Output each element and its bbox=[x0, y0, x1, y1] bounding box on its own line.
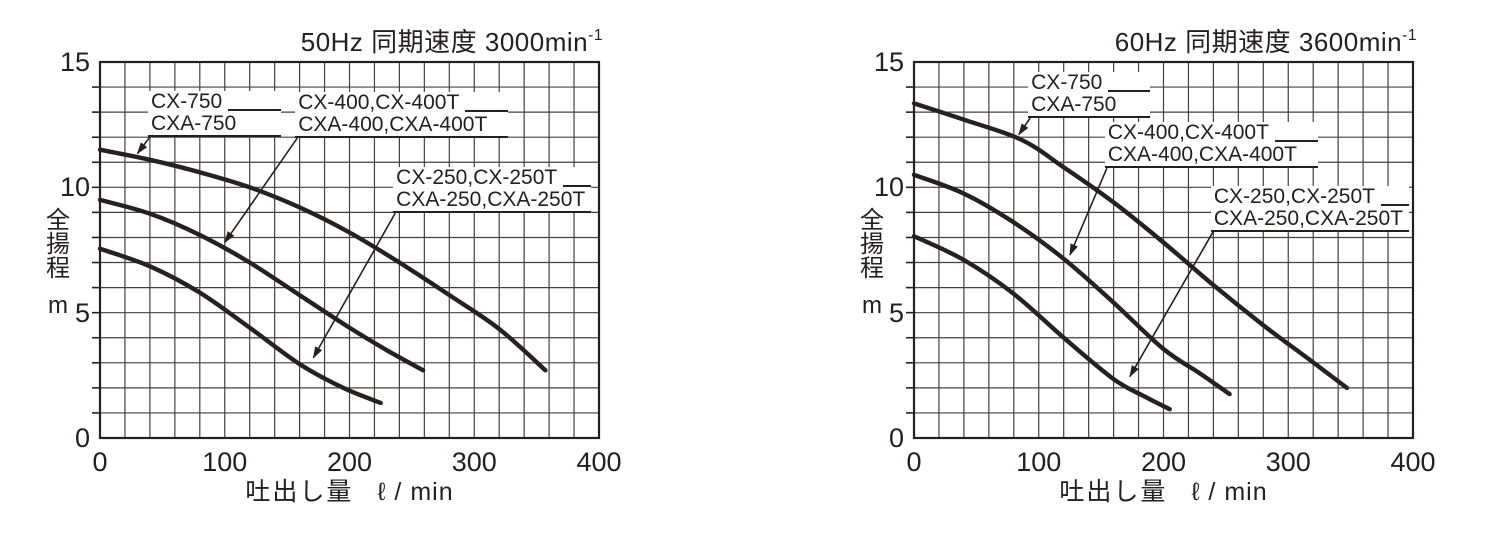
curve-label-line1: CX-750 bbox=[1031, 71, 1103, 95]
x-axis-label: 吐出し量 ℓ / min bbox=[100, 472, 599, 508]
y-tick-label: 15 bbox=[873, 47, 904, 77]
y-tick-label: 5 bbox=[888, 297, 904, 328]
x-axis-label: 吐出し量 ℓ / min bbox=[914, 472, 1413, 508]
label-rule bbox=[228, 91, 282, 111]
curve-label-line1: CX-400,CX-400T bbox=[1107, 121, 1269, 145]
x-tick-label: 0 bbox=[92, 447, 108, 477]
x-tick-label: 300 bbox=[1265, 447, 1311, 477]
curve-label-line2: CXA-250,CXA-250T bbox=[1213, 207, 1403, 231]
pump-curve-0 bbox=[911, 101, 1350, 391]
pump-curve-1 bbox=[911, 172, 1232, 397]
chart-50hz: 50Hz 同期速度 3000min-1 全揚程 m 吐出し量 ℓ / min 0 1… bbox=[46, 27, 622, 506]
curve-label-line2: CXA-750 bbox=[151, 111, 237, 135]
x-axis-unit: ℓ / min bbox=[1191, 478, 1268, 506]
y-axis-label: 全揚程 bbox=[46, 207, 70, 282]
y-axis-unit: m bbox=[862, 292, 882, 319]
chart-title-60hz: 60Hz 同期速度 3600min-1 bbox=[1115, 22, 1417, 59]
y-tick-label: 10 bbox=[873, 172, 904, 203]
curve-label: CX-400,CX-400T CXA-400,CXA-400T bbox=[295, 91, 509, 139]
pump-curve-2 bbox=[97, 246, 383, 406]
x-tick-label: 200 bbox=[1140, 447, 1187, 477]
curve-label-line2: CXA-250,CXA-250T bbox=[396, 188, 586, 212]
pump-curve-1 bbox=[97, 197, 426, 373]
chart-title-text: 60Hz 同期速度 3600min bbox=[1114, 27, 1403, 57]
label-rule bbox=[1380, 186, 1409, 207]
label-rule bbox=[465, 92, 509, 113]
label-rule bbox=[563, 167, 592, 188]
plot-canvas bbox=[906, 60, 1415, 440]
chart-60hz: 60Hz 同期速度 3600min-1 全揚程 m 吐出し量 ℓ / min 0 1… bbox=[860, 27, 1436, 506]
pump-curve-0 bbox=[97, 147, 548, 373]
chart-title-superscript: -1 bbox=[588, 27, 603, 45]
y-axis-unit: m bbox=[48, 292, 68, 319]
x-axis-unit: ℓ / min bbox=[377, 478, 454, 506]
x-tick-label: 100 bbox=[202, 447, 248, 477]
x-tick-label: 200 bbox=[326, 447, 373, 477]
x-tick-label: 400 bbox=[1390, 447, 1436, 477]
curve-label: CX-250,CX-250T CXA-250,CXA-250T bbox=[393, 166, 592, 214]
x-tick-label: 300 bbox=[451, 447, 497, 477]
label-leader-line bbox=[312, 212, 396, 359]
chart-title-50hz: 50Hz 同期速度 3000min-1 bbox=[301, 22, 603, 59]
pump-curve-2 bbox=[911, 234, 1172, 412]
curve-label: CX-400,CX-400T CXA-400,CXA-400T bbox=[1104, 121, 1318, 169]
curve-label-line1: CX-750 bbox=[151, 89, 223, 113]
y-tick-label: 5 bbox=[74, 297, 90, 328]
curve-label-line1: CX-250,CX-250T bbox=[396, 166, 558, 190]
curve-label: CX-750 CXA-750 bbox=[1028, 71, 1151, 119]
plot-border bbox=[912, 60, 1415, 440]
y-tick-label: 10 bbox=[59, 172, 90, 203]
x-tick-label: 0 bbox=[906, 447, 922, 477]
curve-label-line2: CXA-400,CXA-400T bbox=[1107, 143, 1297, 167]
y-tick-label: 0 bbox=[74, 423, 90, 453]
curve-label-line2: CXA-400,CXA-400T bbox=[298, 113, 488, 137]
chart-title-superscript: -1 bbox=[1402, 27, 1417, 45]
chart-title-text: 50Hz 同期速度 3000min bbox=[300, 27, 589, 57]
label-rule bbox=[1108, 72, 1151, 93]
y-tick-label: 0 bbox=[888, 423, 904, 453]
label-leader-line bbox=[136, 136, 151, 155]
x-axis-label-text: 吐出し量 bbox=[245, 478, 354, 506]
x-tick-label: 100 bbox=[1016, 447, 1062, 477]
curve-label: CX-750 CXA-750 bbox=[148, 89, 282, 137]
label-leader-line bbox=[1129, 231, 1214, 378]
label-rule bbox=[1274, 122, 1318, 143]
curve-label: CX-250,CX-250T CXA-250,CXA-250T bbox=[1210, 185, 1409, 233]
curve-label-line2: CXA-750 bbox=[1031, 93, 1117, 117]
curve-label-line1: CX-400,CX-400T bbox=[298, 91, 460, 115]
label-leader-line bbox=[1018, 117, 1031, 136]
curve-label-line1: CX-250,CX-250T bbox=[1213, 185, 1375, 209]
label-leader-line bbox=[1069, 167, 1108, 256]
x-axis-label-text: 吐出し量 bbox=[1059, 478, 1168, 506]
y-tick-label: 15 bbox=[59, 47, 90, 77]
x-tick-label: 400 bbox=[576, 447, 622, 477]
y-axis-label: 全揚程 bbox=[860, 207, 884, 282]
